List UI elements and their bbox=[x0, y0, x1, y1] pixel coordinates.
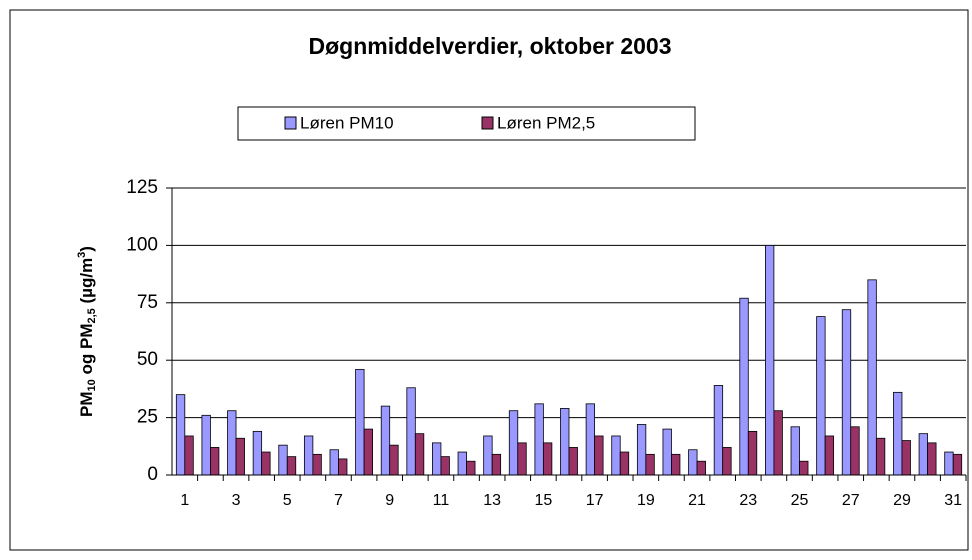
bar bbox=[918, 433, 928, 476]
x-tick-label: 19 bbox=[637, 492, 655, 509]
y-axis-label-part: 3 bbox=[76, 252, 88, 258]
bar bbox=[747, 430, 758, 476]
bar bbox=[645, 453, 655, 476]
y-tick-label: 50 bbox=[137, 349, 158, 370]
legend-label: Løren PM10 bbox=[300, 113, 394, 132]
y-axis-label: PM10 og PM2,5 (µg/m3) bbox=[76, 246, 98, 417]
bar bbox=[432, 442, 442, 476]
bar bbox=[875, 437, 886, 476]
bar bbox=[636, 424, 647, 476]
bar bbox=[568, 447, 578, 476]
bar bbox=[850, 426, 860, 476]
y-tick-label: 25 bbox=[137, 407, 158, 428]
bar bbox=[227, 410, 237, 476]
bar bbox=[927, 442, 937, 476]
bar bbox=[235, 437, 245, 476]
bar bbox=[440, 456, 450, 476]
bar bbox=[201, 414, 211, 476]
bar bbox=[252, 430, 263, 476]
bar bbox=[517, 442, 527, 476]
bar bbox=[765, 244, 775, 476]
y-tick-label: 125 bbox=[126, 177, 158, 198]
bar bbox=[534, 403, 544, 476]
bar bbox=[312, 453, 322, 476]
bar bbox=[380, 405, 391, 476]
bar bbox=[713, 385, 724, 476]
x-tick-label: 9 bbox=[385, 492, 394, 509]
bar bbox=[619, 451, 630, 476]
x-tick-label: 13 bbox=[483, 492, 501, 509]
bar bbox=[722, 447, 732, 476]
x-tick-label: 3 bbox=[232, 492, 241, 509]
x-tick-label: 15 bbox=[534, 492, 552, 509]
bar bbox=[414, 433, 425, 476]
x-tick-label: 17 bbox=[586, 492, 604, 509]
legend-box bbox=[237, 106, 696, 141]
y-axis-label-part: 10 bbox=[86, 379, 98, 391]
bar bbox=[611, 435, 621, 476]
y-tick-label: 75 bbox=[137, 292, 158, 313]
bar bbox=[688, 449, 698, 476]
bar bbox=[594, 435, 604, 476]
y-axis-label-part: og PM bbox=[77, 324, 96, 380]
x-tick-label: 11 bbox=[433, 492, 450, 509]
bar bbox=[466, 460, 476, 476]
y-tick-label: 0 bbox=[147, 464, 158, 485]
bar bbox=[901, 440, 911, 476]
bar bbox=[867, 279, 877, 476]
bar bbox=[338, 458, 348, 476]
bar bbox=[585, 403, 596, 476]
bar bbox=[508, 410, 519, 476]
bar bbox=[355, 368, 365, 476]
y-axis-label-part: (µg/m bbox=[77, 258, 96, 308]
bar bbox=[184, 435, 194, 476]
bar bbox=[542, 442, 553, 476]
bar bbox=[286, 456, 297, 476]
bar bbox=[841, 309, 852, 476]
x-tick-label: 7 bbox=[334, 492, 343, 509]
bar bbox=[816, 316, 826, 476]
bar bbox=[261, 451, 271, 476]
bar bbox=[952, 453, 963, 476]
bar bbox=[329, 449, 339, 476]
x-tick-label: 5 bbox=[283, 492, 292, 509]
legend-swatch bbox=[481, 116, 494, 130]
chart-title: Døgnmiddelverdier, oktober 2003 bbox=[308, 33, 671, 59]
legend-label: Løren PM2,5 bbox=[497, 113, 595, 132]
bar bbox=[944, 451, 954, 476]
bar bbox=[491, 453, 502, 476]
y-axis-label-part: 2,5 bbox=[86, 308, 98, 323]
bar bbox=[389, 444, 399, 476]
x-tick-label: 29 bbox=[893, 492, 911, 509]
y-axis-label-part: PM bbox=[77, 391, 96, 417]
bar bbox=[303, 435, 314, 476]
x-tick-label: 23 bbox=[739, 492, 757, 509]
y-axis-label-part: ) bbox=[77, 246, 96, 252]
x-tick-label: 21 bbox=[688, 492, 706, 509]
bar bbox=[799, 460, 809, 476]
bar bbox=[560, 408, 570, 476]
bar bbox=[210, 447, 220, 476]
x-tick-label: 31 bbox=[944, 492, 962, 509]
bar bbox=[893, 391, 903, 476]
y-tick-label: 100 bbox=[126, 234, 158, 255]
bar bbox=[790, 426, 800, 476]
bar bbox=[406, 387, 416, 476]
x-tick-label: 25 bbox=[791, 492, 809, 509]
bar bbox=[696, 460, 706, 476]
bar bbox=[824, 435, 835, 476]
x-tick-label: 27 bbox=[842, 492, 860, 509]
bar bbox=[773, 410, 783, 476]
bar bbox=[739, 297, 749, 476]
bar bbox=[278, 444, 288, 476]
legend-swatch bbox=[284, 116, 297, 130]
bar bbox=[662, 428, 672, 476]
x-tick-label: 1 bbox=[180, 492, 189, 509]
bar bbox=[671, 453, 681, 476]
bar bbox=[483, 435, 493, 476]
bar bbox=[175, 394, 186, 476]
bar bbox=[363, 428, 373, 476]
bar bbox=[457, 451, 467, 476]
